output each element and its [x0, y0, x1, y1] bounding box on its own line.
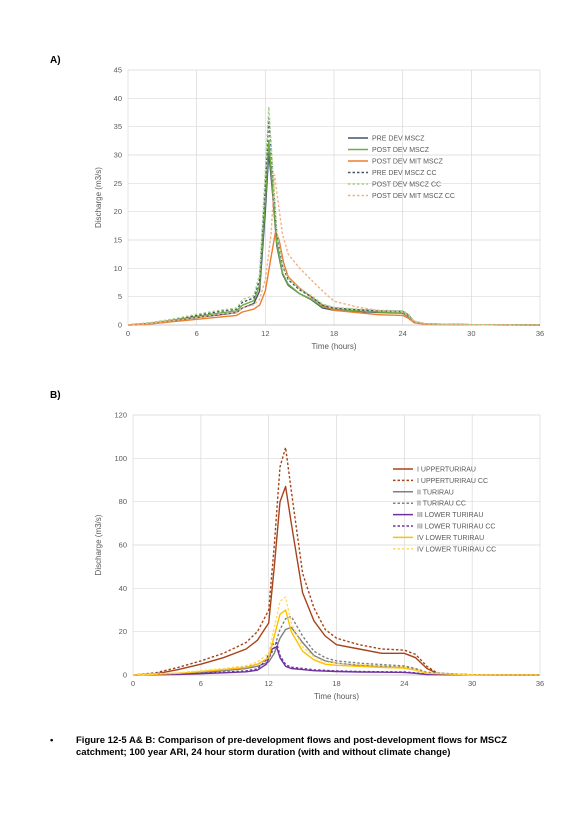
- chart-a: 0 6 12 18 24 30 36 0 5 10 15 20 25 30 35 40 45 Time (hour…: [94, 66, 544, 352]
- x-tick-label: 12: [264, 679, 272, 688]
- series-line-7: [132, 609, 541, 676]
- x-tick-label: 18: [330, 329, 338, 338]
- legend-label: POST DEV MIT MSCZ: [372, 159, 444, 166]
- caption-text: Figure 12-5 A& B: Comparison of pre-deve…: [76, 735, 507, 758]
- x-tick-label: 36: [536, 679, 544, 688]
- x-tick-label: 12: [261, 329, 269, 338]
- legend-label: III LOWER TURIRAU: [417, 512, 483, 519]
- x-axis-title: Time (hours): [314, 692, 359, 701]
- y-tick-label: 20: [114, 207, 122, 216]
- y-tick-label: 60: [119, 541, 127, 550]
- y-axis-title: Discharge (m3/s): [94, 167, 103, 228]
- x-axis-title: Time (hours): [311, 342, 356, 351]
- legend-label: II TURIRAU CC: [417, 501, 466, 508]
- x-tick-label: 18: [332, 679, 340, 688]
- series-line-1: [132, 485, 541, 676]
- legend-label: POST DEV MSCZ: [372, 147, 430, 154]
- y-tick-label: 40: [114, 94, 122, 103]
- legend-label: I UPPERTURIRAU: [417, 467, 476, 474]
- x-tick-label: 36: [536, 329, 544, 338]
- x-tick-label: 30: [468, 679, 476, 688]
- y-tick-label: 15: [114, 236, 122, 245]
- y-tick-label: 0: [123, 671, 127, 680]
- legend-label: I UPPERTURIRAU CC: [417, 478, 488, 485]
- y-tick-label: 20: [119, 627, 127, 636]
- series-line-6: [127, 174, 541, 326]
- x-tick-label: 24: [398, 329, 406, 338]
- figure-caption: • Figure 12-5 A& B: Comparison of pre-de…: [50, 735, 520, 759]
- legend-label: IV LOWER TURIRAU: [417, 535, 484, 542]
- legend-label: III LOWER TURIRAU CC: [417, 524, 495, 531]
- x-tick-label: 6: [195, 329, 199, 338]
- series-line-2: [132, 446, 541, 676]
- legend-label: POST DEV MSCZ CC: [372, 182, 441, 189]
- x-tick-label: 30: [467, 329, 475, 338]
- x-tick-label: 24: [400, 679, 408, 688]
- legend-label: PRE DEV MSCZ CC: [372, 170, 437, 177]
- legend-label: II TURIRAU: [417, 489, 454, 496]
- legend-label: IV LOWER TURIRAU CC: [417, 546, 496, 553]
- y-axis-title: Discharge (m3/s): [94, 514, 103, 575]
- legend-label: POST DEV MIT MSCZ CC: [372, 193, 455, 200]
- y-tick-label: 30: [114, 151, 122, 160]
- x-tick-label: 6: [199, 679, 203, 688]
- y-tick-label: 35: [114, 122, 122, 131]
- y-tick-label: 80: [119, 497, 127, 506]
- y-tick-label: 10: [114, 264, 122, 273]
- chart-b: 0 6 12 18 24 30 36 0 20 40 60 80 100 120 Time (hours) D…: [94, 411, 544, 702]
- y-tick-label: 25: [114, 179, 122, 188]
- series-line-5: [132, 646, 541, 676]
- y-tick-label: 5: [118, 292, 122, 301]
- y-tick-label: 100: [114, 454, 127, 463]
- legend-label: PRE DEV MSCZ: [372, 136, 425, 143]
- x-tick-label: 0: [126, 329, 130, 338]
- panel-b-label: B): [50, 390, 61, 401]
- series-line-3: [127, 230, 541, 326]
- panel-a-label: A): [50, 55, 61, 66]
- series-line-8: [132, 596, 541, 676]
- x-tick-label: 0: [131, 679, 135, 688]
- y-tick-label: 120: [114, 411, 127, 420]
- y-tick-label: 0: [118, 321, 122, 330]
- series-line-4: [132, 615, 541, 676]
- y-tick-label: 45: [114, 66, 122, 75]
- y-tick-label: 40: [119, 584, 127, 593]
- caption-bullet: •: [50, 735, 54, 746]
